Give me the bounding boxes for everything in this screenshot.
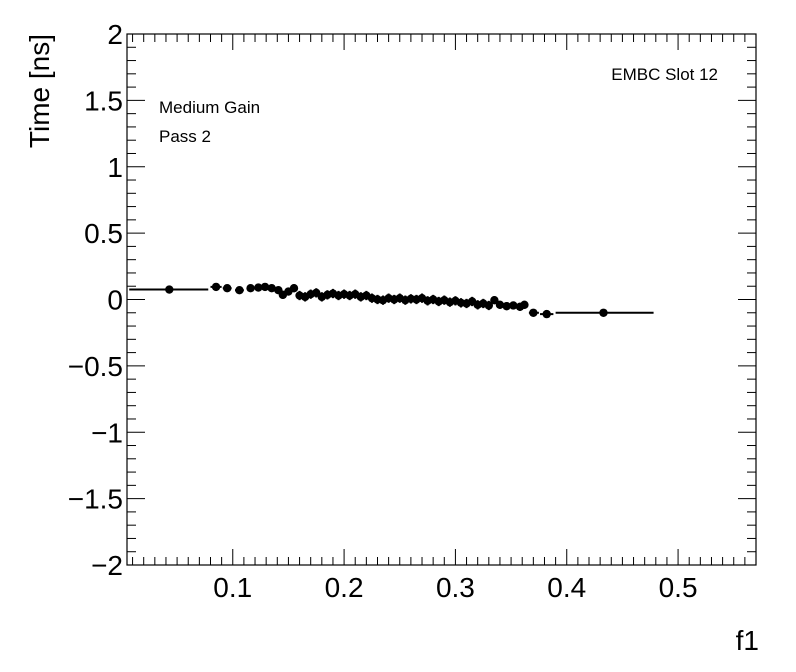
data-point — [289, 284, 299, 293]
point-marker — [529, 308, 538, 317]
data-point — [520, 300, 529, 310]
y-tick-label: −2 — [91, 550, 123, 581]
point-marker — [165, 285, 174, 294]
x-tick-label: 0.3 — [436, 572, 475, 603]
data-point — [222, 284, 232, 293]
y-tick-label: 0 — [107, 285, 123, 316]
point-marker — [490, 295, 499, 305]
y-tick-label: 0.5 — [84, 218, 123, 249]
y-tick-label: −0.5 — [68, 351, 123, 382]
point-marker — [502, 301, 511, 311]
y-tick-label: 1 — [107, 152, 123, 183]
point-marker — [495, 300, 505, 310]
point-marker — [235, 286, 244, 295]
data-point — [278, 290, 288, 300]
gain-annotation: Medium Gain — [159, 98, 260, 117]
data-point — [267, 284, 276, 293]
x-tick-label: 0.5 — [659, 572, 698, 603]
data-point — [484, 300, 494, 311]
point-marker — [542, 309, 551, 319]
y-tick-label: −1 — [91, 417, 123, 448]
point-marker — [267, 284, 276, 293]
pass-annotation: Pass 2 — [159, 127, 211, 146]
x-tick-labels: 0.1 0.2 0.3 0.4 0.5 — [213, 572, 697, 603]
y-tick-labels: −2 −1.5 −1 −0.5 0 0.5 1 1.5 2 — [68, 19, 123, 581]
point-marker — [289, 284, 299, 293]
y-tick-label: 2 — [107, 19, 123, 50]
data-point — [495, 300, 505, 310]
point-marker — [484, 301, 494, 310]
data-points — [129, 282, 654, 319]
data-point — [210, 282, 222, 292]
slot-annotation: EMBC Slot 12 — [611, 65, 718, 84]
point-marker — [520, 300, 529, 310]
data-point — [509, 301, 518, 310]
x-tick-label: 0.4 — [547, 572, 586, 603]
y-axis-title: Time [ns] — [24, 34, 55, 148]
data-point — [254, 283, 263, 292]
point-marker — [260, 282, 270, 292]
data-point — [528, 308, 539, 317]
data-point — [260, 282, 270, 292]
data-point — [246, 284, 255, 293]
x-axis-title: f1 — [736, 625, 759, 656]
data-point — [555, 308, 654, 317]
point-marker — [509, 301, 518, 310]
x-tick-label: 0.2 — [325, 572, 364, 603]
point-marker — [246, 284, 255, 293]
data-point — [129, 285, 209, 294]
point-marker — [599, 308, 608, 317]
y-tick-label: −1.5 — [68, 484, 123, 515]
y-tick-label: 1.5 — [84, 85, 123, 116]
point-marker — [211, 282, 221, 292]
data-point — [490, 295, 499, 305]
data-point — [502, 301, 511, 311]
point-marker — [222, 284, 232, 293]
x-tick-label: 0.1 — [213, 572, 252, 603]
data-point — [234, 286, 244, 295]
data-point — [540, 309, 554, 319]
point-marker — [254, 283, 263, 292]
axis-ticks — [127, 33, 756, 566]
